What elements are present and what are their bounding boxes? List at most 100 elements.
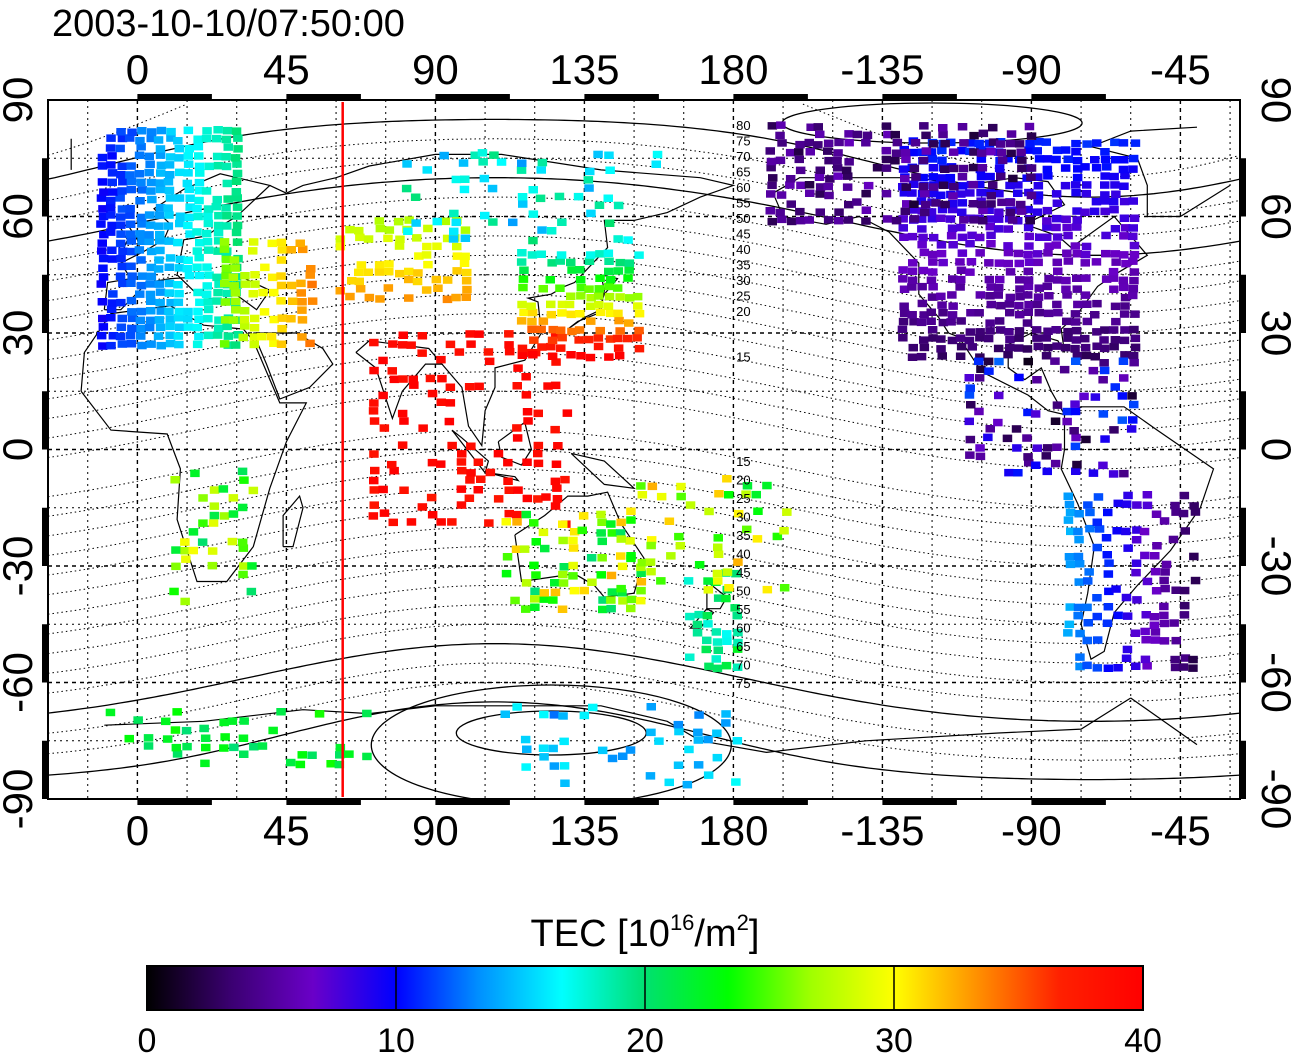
tec-cell [909,215,920,223]
tec-cell [1012,444,1022,452]
tec-cell [106,161,116,169]
tec-cell [1062,317,1072,326]
tec-cell [1052,214,1062,223]
tec-cell [98,212,109,221]
tec-cell [900,175,910,183]
tec-cell [1017,164,1027,173]
tec-cell [823,147,833,155]
tec-cell [183,307,193,316]
tec-cell [584,285,594,293]
tec-cell [137,127,147,135]
tec-cell [615,293,625,301]
tec-cell [427,511,438,519]
tec-cell [239,307,250,315]
tec-cell [917,299,928,308]
tec-cell [585,167,595,176]
tec-cell [422,166,432,174]
tec-cell [125,171,135,179]
tec-cell [1101,231,1111,240]
tec-cell [107,246,117,254]
tec-cell [231,127,242,135]
tec-cell [1151,510,1162,518]
tec-cell [1016,148,1026,156]
tec-cell [752,535,763,543]
tec-cell [1014,373,1024,382]
tec-cell [1098,461,1108,470]
tec-cell [1004,468,1014,477]
tec-cell [362,752,372,761]
tec-cell [195,298,205,307]
tec-cell [212,331,223,339]
tec-cell [899,302,909,310]
tec-cell [910,138,921,147]
tec-cell [213,247,223,255]
tec-cell [566,258,576,267]
tec-cell [632,292,643,301]
tec-cell [975,452,986,461]
tec-cell [478,158,488,166]
tec-cell [766,163,776,172]
tec-cell [115,272,126,280]
tec-cell [192,204,202,213]
tec-cell [926,308,936,316]
tec-cell [1071,148,1081,156]
tec-cell [156,307,166,315]
tec-cell [1032,147,1042,155]
tec-cell [143,742,154,750]
tec-cell [229,256,240,264]
tec-cell [1180,527,1190,535]
tec-cell [135,230,145,238]
tec-cell [557,300,568,309]
tec-cell [1052,199,1063,207]
tec-cell [955,258,965,266]
tec-cell [536,166,546,174]
tec-cell [466,442,476,450]
tec-cell [173,314,184,322]
tec-cell [369,501,379,509]
tec-cell [1090,353,1100,361]
tec-cell [389,466,399,475]
tec-cell [200,759,210,768]
tec-cell [1150,628,1161,636]
tec-cell [183,323,194,331]
tec-cell [550,502,561,510]
tec-cell [307,280,317,289]
tec-cell [1190,508,1201,516]
tec-cell [977,164,988,172]
tec-cell [1033,258,1043,267]
tec-cell [266,332,277,341]
tec-cell [1140,551,1150,560]
tec-cell [938,309,948,317]
tec-cell [920,200,931,209]
tec-cell [722,568,733,576]
tec-cell [1063,492,1073,500]
tec-cell [183,256,193,264]
tec-cell [539,710,549,719]
tec-cell [1003,242,1013,250]
coastline [570,452,636,490]
tec-cell [955,352,966,360]
tec-cell [1080,208,1090,216]
tec-cell [779,527,789,535]
tec-cell [504,330,514,338]
tec-cell [223,143,233,151]
tec-cell [1073,552,1084,561]
tec-cell [422,242,432,251]
tec-cell [1121,527,1131,536]
tec-cell [229,743,239,752]
tec-cell [967,343,977,351]
tec-cell [538,317,549,325]
tec-cell [1121,593,1132,602]
tec-cell [238,544,249,552]
tec-cell [1070,442,1081,451]
tec-cell [1119,336,1130,345]
tec-cell [625,294,635,302]
tec-cell [1024,146,1034,154]
tec-cell [1101,275,1112,283]
tec-cell [1127,392,1137,400]
frame-tick-top [286,94,361,100]
tec-cell [249,314,260,323]
tec-cell [423,260,433,269]
tec-region-south-america [1063,491,1201,672]
tec-cell [202,237,213,246]
